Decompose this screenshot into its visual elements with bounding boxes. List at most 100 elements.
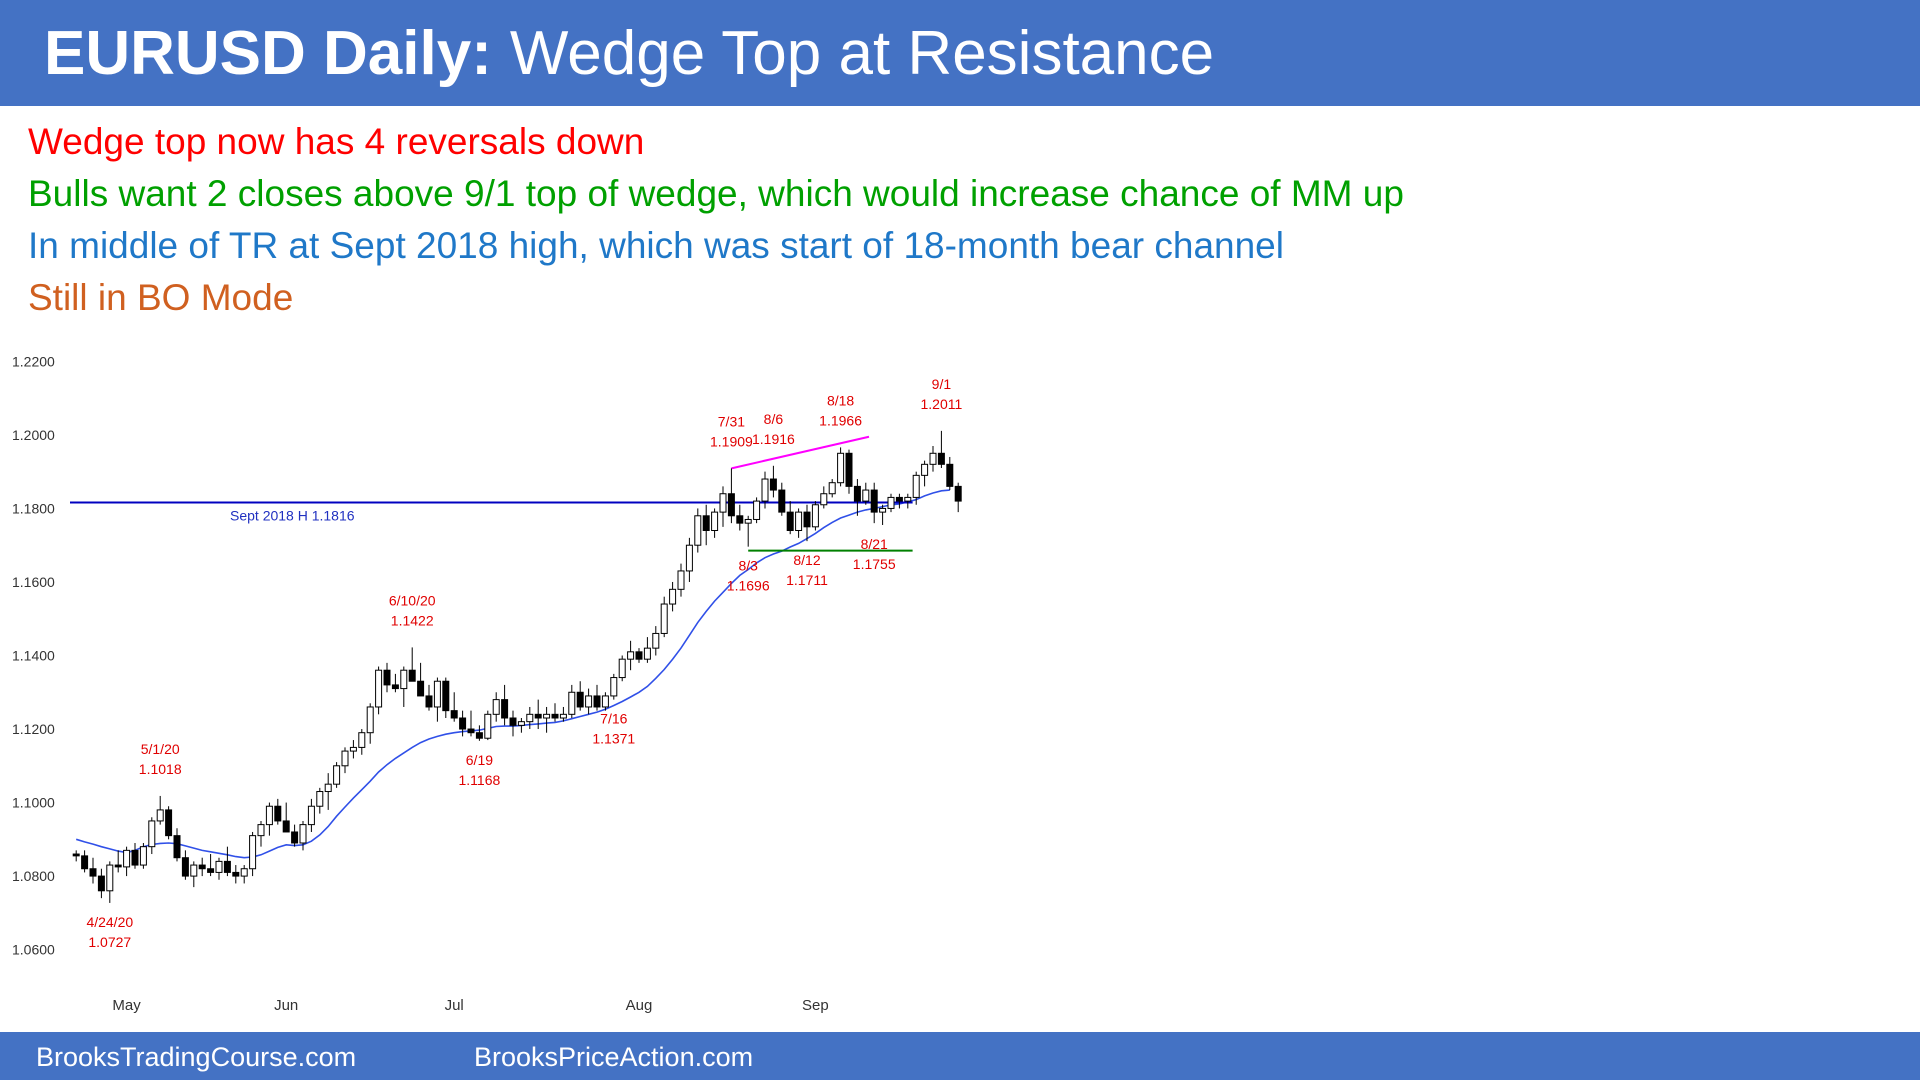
- candle-body-down: [291, 831, 299, 844]
- candle-body-down: [173, 835, 181, 859]
- candle-body-up: [887, 496, 895, 509]
- candle-body-down: [786, 511, 794, 531]
- candle-body-down: [442, 680, 450, 712]
- candle-body-up: [685, 544, 693, 572]
- annotation-date: 4/24/20: [86, 914, 133, 930]
- annotation-price: 1.1422: [391, 612, 434, 628]
- candle-body-up: [400, 669, 408, 690]
- candle-body-down: [207, 868, 215, 873]
- y-tick-label: 1.1800: [12, 500, 55, 516]
- annotation-date: 5/1/20: [141, 741, 180, 757]
- candle-body-up: [719, 493, 727, 513]
- candle-body-up: [484, 713, 492, 739]
- candle-body-down: [467, 728, 475, 734]
- candle-body-down: [232, 871, 240, 877]
- candle-body-up: [299, 824, 307, 844]
- candle-body-up: [795, 511, 803, 531]
- y-tick-label: 1.2200: [12, 353, 55, 369]
- candle-body-up: [333, 765, 341, 785]
- title-bold: EURUSD Daily:: [44, 19, 492, 88]
- footer-bar: BrooksTradingCourse.com BrooksPriceActio…: [0, 1032, 1920, 1080]
- x-month-label: Jul: [445, 997, 464, 1014]
- candle-body-down: [778, 489, 786, 513]
- annotation-price: 1.1371: [592, 731, 635, 747]
- candle-body-down: [425, 695, 433, 708]
- annotation-price: 1.1018: [139, 761, 182, 777]
- annotation-date: 8/21: [861, 536, 888, 552]
- candle-body-down: [282, 820, 290, 833]
- candle-body-down: [81, 855, 89, 870]
- annotation-price: 1.1966: [819, 412, 862, 428]
- annotation-price: 1.1916: [752, 431, 795, 447]
- annotation-price: 1.1711: [786, 572, 828, 588]
- candle-body-down: [769, 478, 777, 491]
- candle-body-down: [954, 485, 962, 502]
- candle-body-down: [72, 853, 80, 857]
- candle-body-up: [669, 588, 677, 605]
- candle-body-up: [106, 864, 114, 892]
- page-title: EURUSD Daily: Wedge Top at Resistance: [44, 14, 1214, 94]
- candle-body-down: [475, 732, 483, 739]
- candle-body-up: [643, 647, 651, 660]
- candle-body-up: [904, 496, 912, 502]
- candle-body-down: [534, 713, 542, 719]
- candle-body-down: [853, 485, 861, 502]
- annotation-price: 1.1909: [710, 433, 753, 449]
- candle-body-down: [408, 669, 416, 682]
- resistance-label: Sept 2018 H 1.1816: [230, 508, 355, 524]
- candle-body-down: [845, 452, 853, 487]
- annotation-date: 8/12: [793, 552, 820, 568]
- note-trading-range: In middle of TR at Sept 2018 high, which…: [28, 225, 1284, 266]
- candle-body-down: [383, 669, 391, 686]
- title-bar: EURUSD Daily: Wedge Top at Resistance: [0, 0, 1920, 106]
- candle-body-up: [711, 511, 719, 531]
- candle-body-up: [820, 493, 828, 506]
- title-rest: Wedge Top at Resistance: [509, 19, 1215, 88]
- note-bulls-want: Bulls want 2 closes above 9/1 top of wed…: [28, 173, 1404, 214]
- candle-body-down: [727, 493, 735, 517]
- candle-body-up: [912, 474, 920, 498]
- candle-body-up: [123, 849, 131, 868]
- candle-body-up: [492, 699, 500, 715]
- note-wedge-reversals: Wedge top now has 4 reversals down: [28, 121, 645, 162]
- candle-body-down: [131, 849, 139, 866]
- x-month-label: Jun: [274, 997, 298, 1014]
- annotation-date: 8/3: [738, 558, 758, 574]
- candle-body-up: [837, 452, 845, 484]
- y-tick-label: 1.0600: [12, 942, 55, 958]
- candle-body-up: [879, 507, 887, 513]
- annotation-date: 9/1: [932, 376, 952, 392]
- candle-body-up: [828, 482, 836, 495]
- wedge-line: [731, 435, 870, 470]
- annotation-date: 7/31: [718, 413, 745, 429]
- candle-body-down: [635, 651, 643, 660]
- candle-body-down: [181, 857, 189, 877]
- annotation-date: 7/16: [600, 711, 627, 727]
- candle-body-up: [660, 603, 668, 634]
- candle-body-up: [601, 695, 609, 708]
- candle-body-up: [921, 463, 929, 476]
- y-tick-label: 1.1600: [12, 574, 55, 590]
- candle-body-up: [677, 570, 685, 590]
- y-tick-label: 1.2000: [12, 427, 55, 443]
- candle-body-up: [543, 713, 551, 719]
- candle-body-up: [618, 658, 626, 679]
- annotation-date: 8/6: [764, 411, 784, 427]
- candle-body-down: [937, 452, 945, 465]
- candle-body-down: [736, 515, 744, 524]
- candle-body-down: [509, 717, 517, 726]
- candle-body-up: [215, 860, 223, 873]
- candle-body-down: [895, 496, 903, 502]
- candle-body-up: [249, 835, 257, 870]
- candle-body-down: [417, 680, 425, 697]
- candle-body-up: [761, 478, 769, 502]
- candle-body-up: [433, 680, 441, 708]
- candle-body-down: [870, 489, 878, 513]
- candle-body-up: [610, 677, 618, 697]
- candle-body-up: [366, 706, 374, 734]
- annotation-price: 1.1755: [853, 556, 896, 572]
- annotation-date: 6/10/20: [389, 592, 436, 608]
- candle-body-up: [257, 824, 265, 837]
- candle-body-up: [753, 500, 761, 520]
- ema-line: [75, 489, 950, 859]
